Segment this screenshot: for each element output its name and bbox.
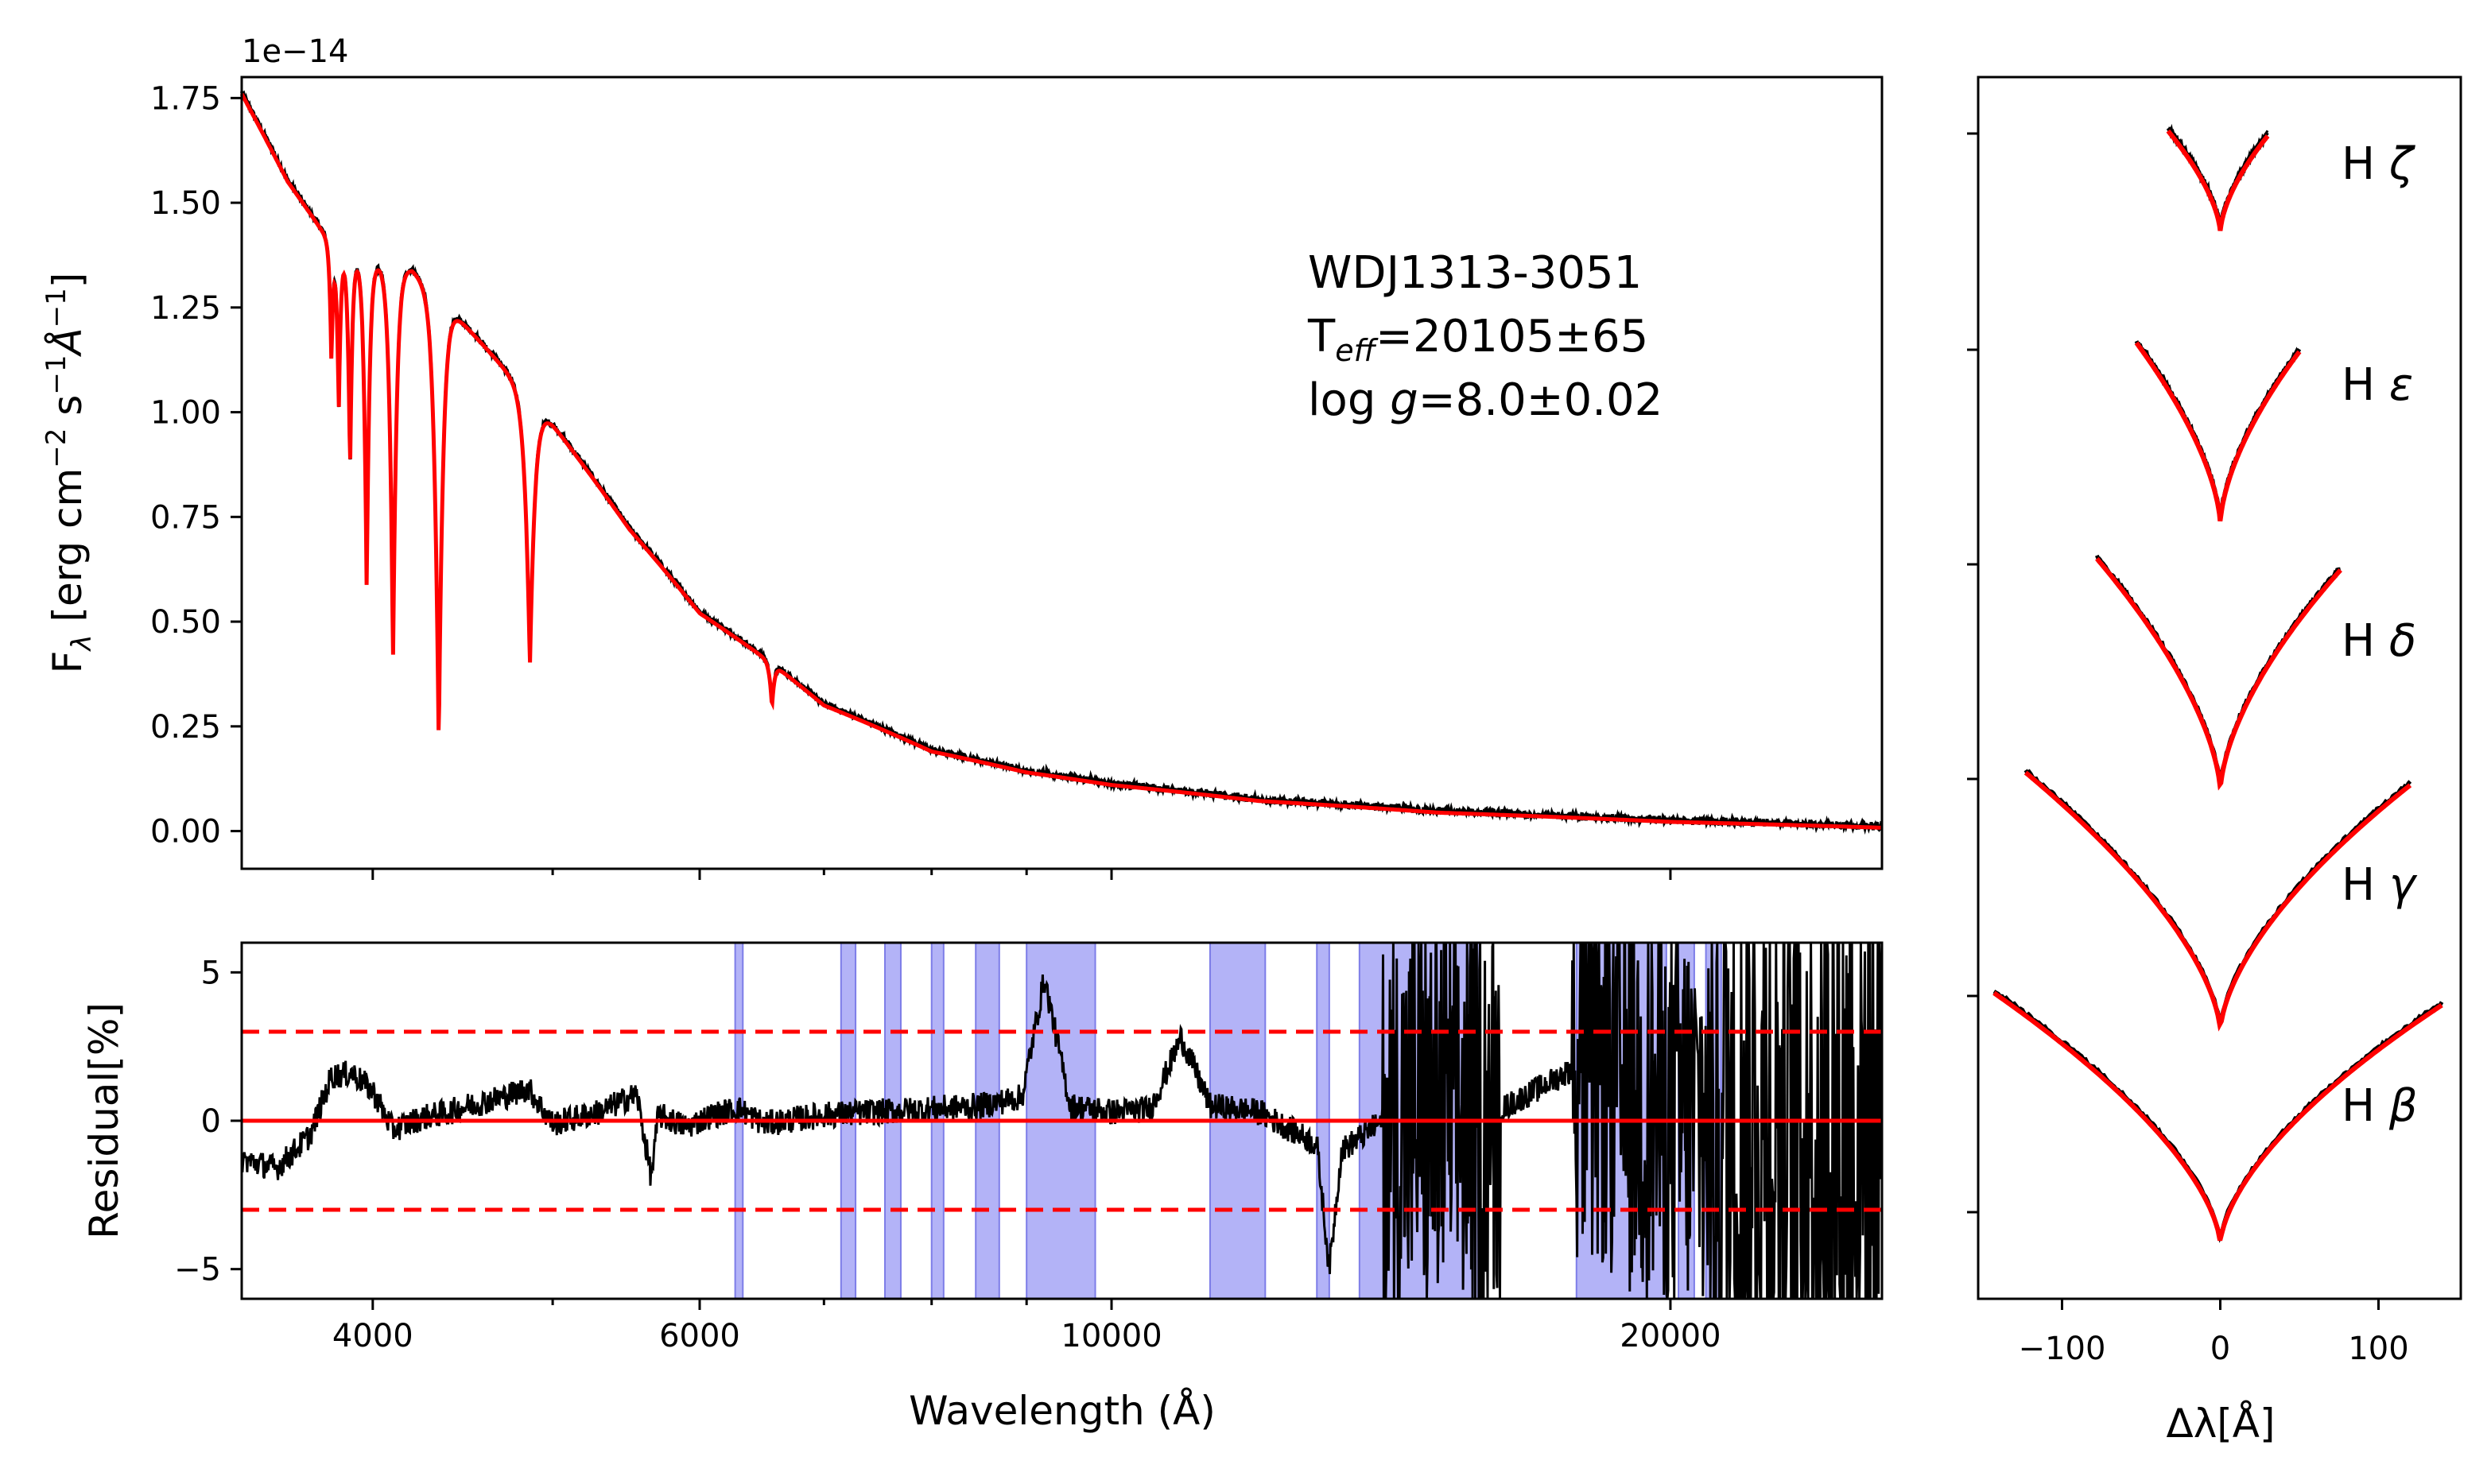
teff-annotation: Teff=20105±65 xyxy=(1307,311,1648,368)
balmer-observed-profile xyxy=(2094,554,2342,784)
spectrum-y-tick-label: 0.75 xyxy=(150,499,221,536)
residual-panel: −5 0 5 4000 6000 10000 20000 Residual[%] Wave… xyxy=(81,941,1884,1434)
balmer-model-profile xyxy=(1992,990,2443,1242)
spectrum-x-ticks xyxy=(371,869,1672,880)
delta-lambda-x-axis-label: Δλ[Å] xyxy=(2166,1401,2275,1447)
wavelength-x-axis-label: Wavelength (Å) xyxy=(909,1388,1216,1434)
spectrum-y-tick-label: 1.75 xyxy=(150,80,221,117)
balmer-line-label: H ε xyxy=(2342,359,2413,411)
logg-annotation: log g=8.0±0.02 xyxy=(1308,374,1663,426)
spectrum-curves xyxy=(239,90,1884,835)
model-spectrum-line xyxy=(239,92,1883,830)
balmer-model-profile xyxy=(2134,341,2302,522)
spectrum-y-tick-label: 1.00 xyxy=(150,395,221,432)
balmer-x-tick-label: 0 xyxy=(2210,1331,2230,1367)
observed-spectrum-line xyxy=(240,90,1884,835)
residual-y-tick-label: 0 xyxy=(201,1103,221,1140)
residual-x-tick-label: 4000 xyxy=(332,1318,413,1354)
spectrum-frame xyxy=(240,76,1884,870)
residual-line xyxy=(240,941,1884,1300)
balmer-x-tick-label: −100 xyxy=(2019,1331,2106,1367)
balmer-panel: −100 0 100 H ζ H ε H δ H γ H β Δλ[Å] xyxy=(1967,76,2462,1447)
balmer-model-profile xyxy=(2166,129,2270,231)
balmer-model-profile xyxy=(2095,556,2342,791)
residual-y-tick-label: −5 xyxy=(174,1252,221,1288)
residual-y-ticks: −5 0 5 xyxy=(174,955,242,1288)
spectrum-y-axis-label: Fλ [erg cm−2 s−1Å−1] xyxy=(41,273,98,674)
spectrum-y-tick-label: 0.25 xyxy=(150,709,221,746)
balmer-observed-profile xyxy=(2134,340,2302,519)
balmer-curves xyxy=(1992,123,2444,1243)
object-name-annotation: WDJ1313-3051 xyxy=(1308,247,1642,299)
spectrum-y-tick-label: 1.25 xyxy=(150,290,221,327)
residual-x-tick-label: 6000 xyxy=(659,1318,740,1354)
balmer-x-ticks: −100 0 100 xyxy=(2019,1299,2409,1367)
residual-x-tick-label: 10000 xyxy=(1061,1318,1162,1354)
residual-curves xyxy=(240,941,1884,1300)
spectrum-y-ticks: 0.00 0.25 0.50 0.75 1.00 1.25 1.50 1.75 xyxy=(150,80,242,850)
balmer-line-labels: H ζ H ε H δ H γ H β xyxy=(2342,138,2418,1132)
balmer-x-tick-label: 100 xyxy=(2348,1331,2408,1367)
balmer-y-ticks xyxy=(1967,132,1978,1214)
spectrum-offset-label: 1e−14 xyxy=(242,33,348,70)
residual-x-tick-label: 20000 xyxy=(1620,1318,1721,1354)
spectrum-y-tick-label: 0.50 xyxy=(150,604,221,641)
balmer-line-label: H γ xyxy=(2342,859,2418,911)
spectrum-y-tick-label: 0.00 xyxy=(150,814,221,850)
residual-y-axis-label: Residual[%] xyxy=(81,1002,127,1239)
balmer-line-label: H β xyxy=(2342,1080,2418,1132)
spectrum-y-tick-label: 1.50 xyxy=(150,185,221,222)
balmer-line-label: H ζ xyxy=(2342,138,2416,190)
balmer-model-profile xyxy=(2023,770,2412,1032)
residual-x-ticks: 4000 6000 10000 20000 xyxy=(332,1299,1721,1354)
spectrum-panel: 0.00 0.25 0.50 0.75 1.00 1.25 1.50 1.75 1e−14 F… xyxy=(41,33,1884,880)
residual-y-tick-label: 5 xyxy=(201,955,221,991)
balmer-line-label: H δ xyxy=(2342,615,2416,667)
